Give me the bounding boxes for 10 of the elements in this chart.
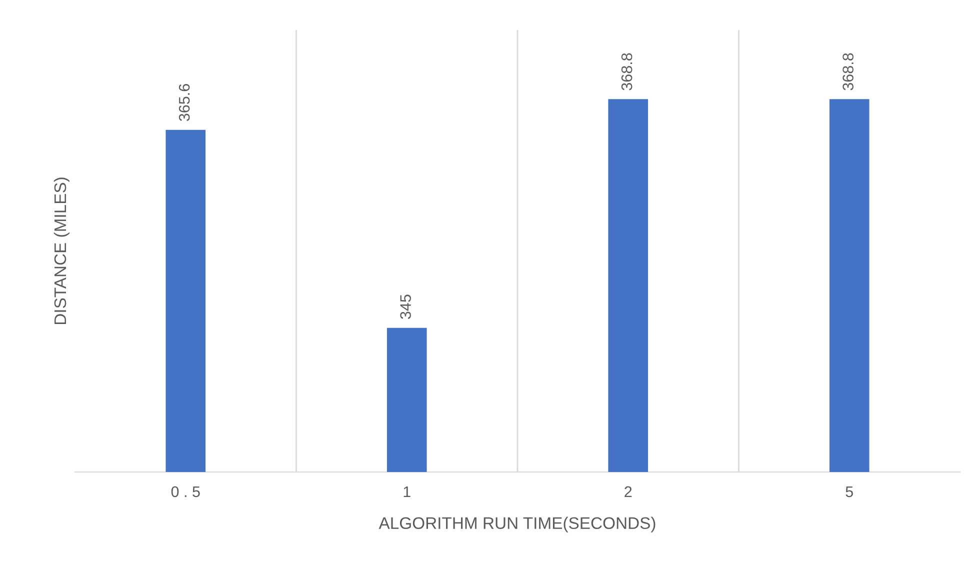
data-label: 368.8 xyxy=(842,53,854,90)
y-axis-title: DISTANCE (MILES) xyxy=(54,178,70,324)
data-label: 365.6 xyxy=(178,84,190,122)
x-tick-label: 2 xyxy=(624,486,632,497)
x-tick-label: 1 xyxy=(404,486,410,497)
x-tick-label: 0 . 5 xyxy=(171,486,200,498)
x-tick-label: 5 xyxy=(846,486,853,498)
data-label: 345 xyxy=(400,294,411,319)
data-label: 368.8 xyxy=(621,53,632,90)
x-axis-title: ALGORITHM RUN TIME(SECONDS) xyxy=(378,516,656,532)
